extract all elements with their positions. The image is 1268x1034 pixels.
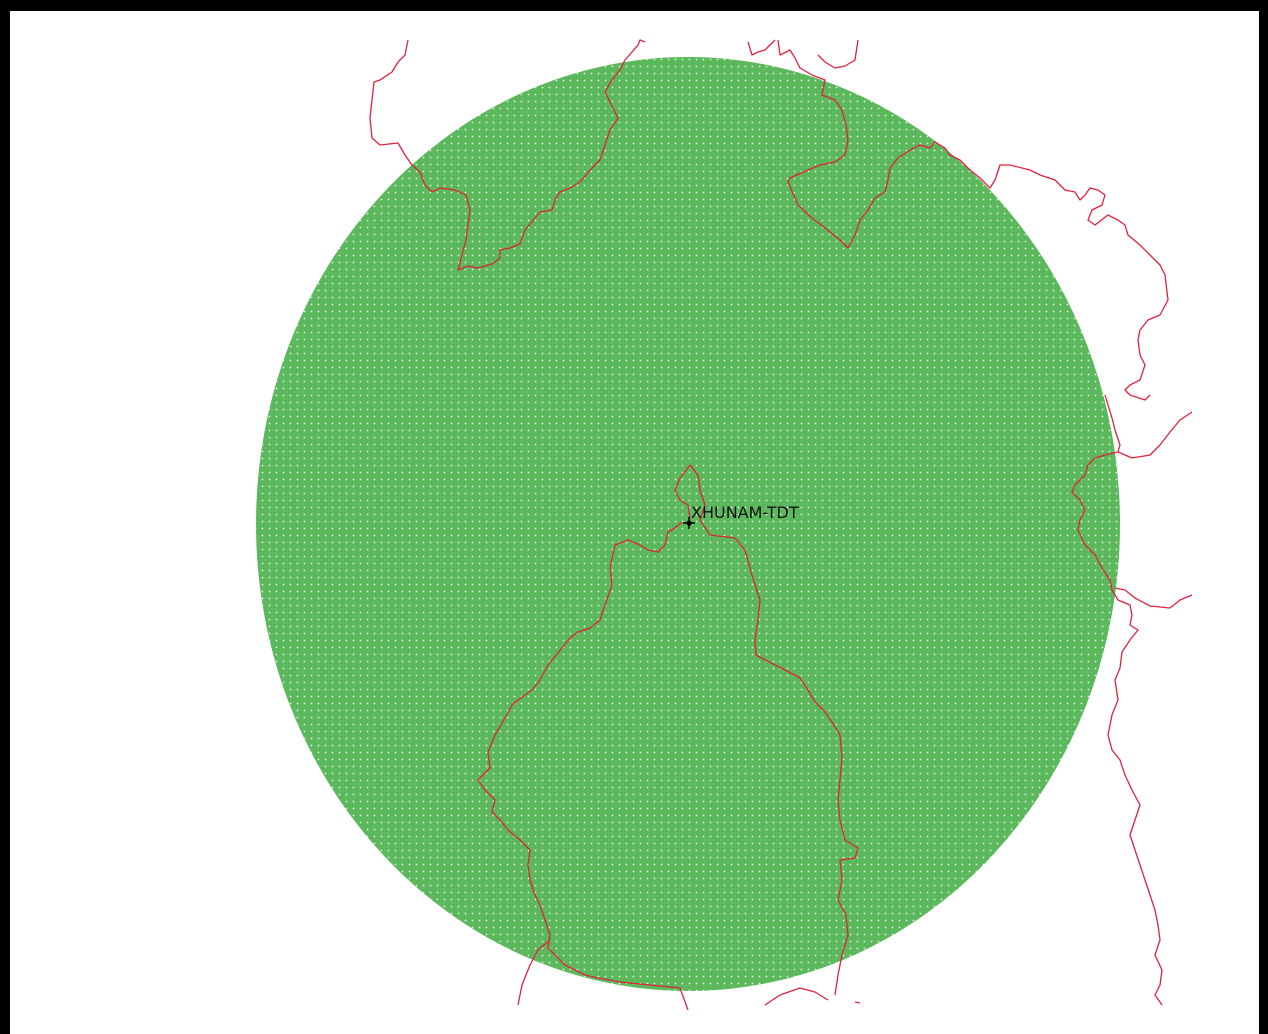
- boundary-line: [747, 39, 776, 56]
- boundary-line: [369, 39, 646, 271]
- boundary-line: [1071, 394, 1163, 1006]
- boundary-line: [1117, 411, 1193, 459]
- station-marker-dot: [686, 520, 692, 526]
- boundary-line: [817, 39, 859, 69]
- boundary-line: [854, 1001, 861, 1004]
- boundary-line: [517, 939, 551, 1006]
- boundary-line: [764, 987, 829, 1006]
- municipal-boundaries: [369, 39, 1193, 1011]
- boundary-line: [1114, 587, 1193, 609]
- boundary-line: [477, 521, 689, 1011]
- boundary-line: [777, 39, 1169, 401]
- boundary-line: [674, 464, 859, 996]
- station-marker[interactable]: [683, 517, 695, 529]
- station-label: XHUNAM-TDT: [691, 503, 799, 522]
